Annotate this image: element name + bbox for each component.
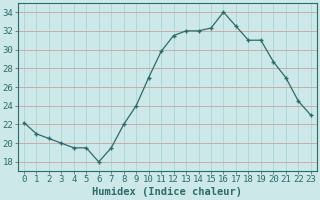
X-axis label: Humidex (Indice chaleur): Humidex (Indice chaleur): [92, 187, 242, 197]
